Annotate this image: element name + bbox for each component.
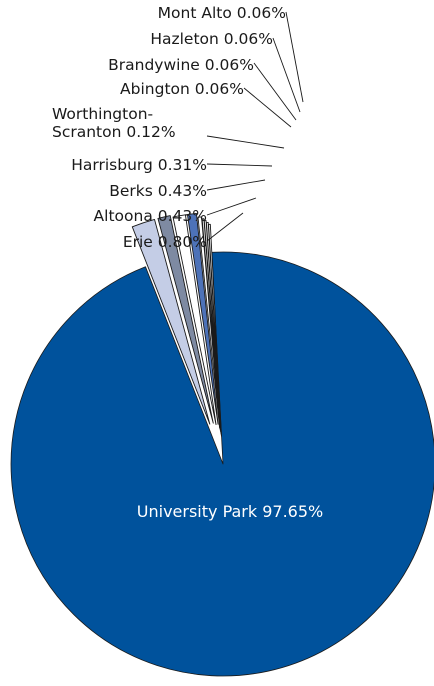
pie-slice-brandywine <box>203 220 222 433</box>
slice-label-line: Hazleton 0.06% <box>150 30 273 48</box>
slice-label-line: Erie 0.80% <box>123 233 207 251</box>
slice-labels: Mont Alto 0.06% Hazleton 0.06% Brandywine … <box>52 4 286 251</box>
pie-slice-hazleton <box>206 222 222 435</box>
slice-label-brandywine: Brandywine 0.06% <box>108 56 254 74</box>
pie-slice-erie <box>131 219 211 425</box>
pie-slice-berks <box>172 214 217 426</box>
leader-lines <box>206 11 304 242</box>
leader-line-berks <box>206 179 266 191</box>
slice-label-erie: Erie 0.80% <box>123 233 207 251</box>
pie-slice-altoona <box>157 215 214 424</box>
slice-label-line: Harrisburg 0.31% <box>71 156 207 174</box>
pie-slices <box>10 212 434 677</box>
slice-label-line: Scranton 0.12% <box>52 123 176 141</box>
slice-label-line: Worthington- <box>52 105 153 123</box>
leader-line-worthington-scranton <box>206 135 285 149</box>
slice-label-berks: Berks 0.43% <box>109 182 207 200</box>
slice-label-harrisburg: Harrisburg 0.31% <box>71 156 207 174</box>
slice-label-line: Abington 0.06% <box>120 80 244 98</box>
leader-line-brandywine <box>253 62 297 121</box>
leader-line-erie <box>206 212 244 242</box>
slice-label-mont-alto: Mont Alto 0.06% <box>158 4 286 22</box>
slice-label-line: Brandywine 0.06% <box>108 56 254 74</box>
slice-label-line: Berks 0.43% <box>109 182 207 200</box>
pie-slice-harrisburg <box>186 212 219 425</box>
pie-slice-abington <box>201 218 221 431</box>
slice-label-hazleton: Hazleton 0.06% <box>150 30 273 48</box>
pie-slice-worthington-scranton <box>197 216 221 429</box>
leader-line-mont-alto <box>285 11 304 103</box>
slice-label-university-park: University Park 97.65% <box>137 502 323 521</box>
slice-label-worthington-scranton: Worthington-Scranton 0.12% <box>52 105 176 141</box>
slice-label-line: Altoona 0.43% <box>94 207 207 225</box>
leader-line-hazleton <box>272 37 301 113</box>
pie-slice-mont-alto <box>208 223 222 437</box>
leader-line-harrisburg <box>206 163 273 167</box>
leader-line-abington <box>243 87 292 128</box>
leader-line-altoona <box>206 197 257 216</box>
slice-label-abington: Abington 0.06% <box>120 80 244 98</box>
slice-label-line: Mont Alto 0.06% <box>158 4 286 22</box>
pie-slice-university-park <box>10 251 434 677</box>
slice-label-altoona: Altoona 0.43% <box>94 207 207 225</box>
